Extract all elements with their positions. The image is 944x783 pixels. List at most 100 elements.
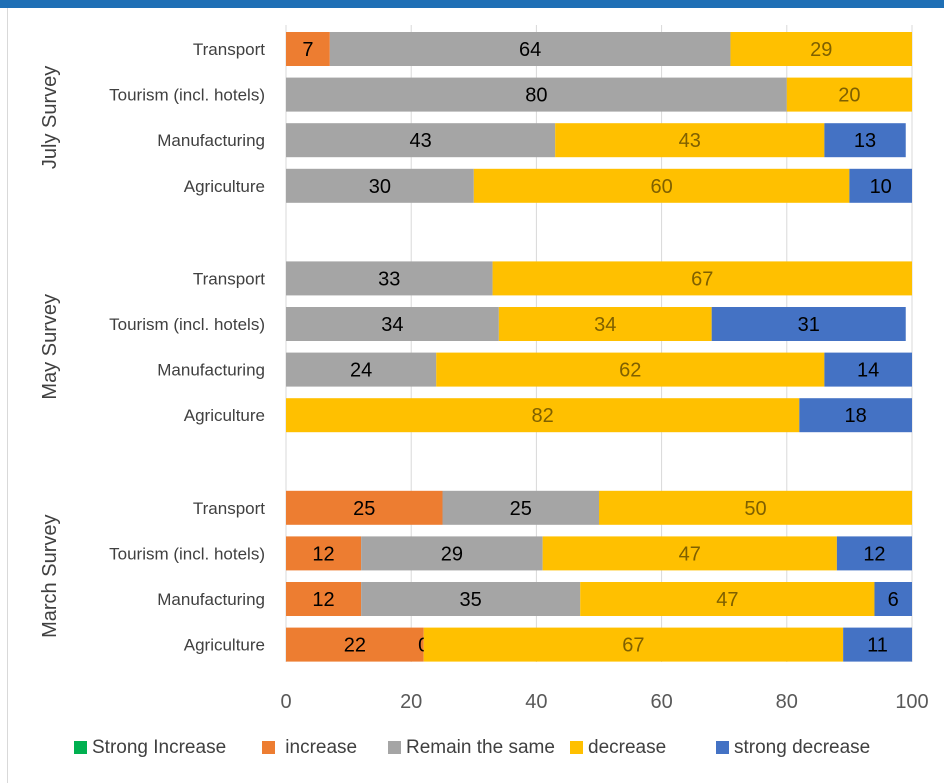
x-tick-label: 0 — [280, 691, 291, 713]
data-label: 35 — [460, 589, 482, 611]
bar-segment — [286, 398, 800, 433]
x-tick-label: 60 — [650, 691, 672, 713]
bar-segment — [786, 77, 912, 112]
bar-segment — [286, 77, 787, 112]
category-label: Transport — [193, 499, 265, 518]
data-label: 62 — [619, 360, 641, 382]
bar-segment — [361, 582, 581, 616]
bar-segment — [286, 307, 499, 341]
category-label: Agriculture — [184, 177, 265, 196]
data-label: 50 — [744, 498, 766, 520]
data-label: 64 — [519, 39, 541, 61]
legend-swatch — [716, 741, 729, 754]
data-label: 20 — [838, 85, 860, 107]
data-label: 33 — [378, 268, 400, 290]
data-label: 11 — [867, 635, 888, 657]
data-label: 34 — [381, 314, 403, 336]
bar-segment — [286, 536, 362, 571]
legend-swatch — [388, 741, 401, 754]
category-label: Tourism (incl. hotels) — [109, 544, 265, 563]
bar-segment — [442, 490, 599, 525]
data-label: 67 — [691, 268, 713, 290]
bar-segment — [836, 536, 912, 571]
data-label: 10 — [870, 176, 892, 198]
legend-label: increase — [280, 737, 357, 758]
category-label: Manufacturing — [157, 590, 265, 609]
data-label: 43 — [679, 130, 701, 152]
data-label: 60 — [650, 176, 672, 198]
bar-segment — [286, 261, 493, 296]
bar-segment — [711, 307, 906, 341]
legend-label: Strong Increase — [92, 737, 226, 758]
bar-segment — [730, 32, 912, 66]
bar-segment — [286, 627, 424, 662]
bar-segment — [843, 627, 912, 662]
data-label: 47 — [716, 589, 738, 611]
data-label: 29 — [441, 543, 463, 565]
data-label: 22 — [344, 635, 366, 657]
legend-label: strong decrease — [734, 737, 870, 758]
data-label: 43 — [409, 130, 431, 152]
bar-segment — [286, 32, 330, 66]
bar-segment — [286, 582, 362, 616]
bar-segment — [473, 168, 850, 203]
data-label: 7 — [302, 39, 313, 61]
data-label: 14 — [857, 360, 879, 382]
bar-segment — [423, 627, 844, 662]
data-label: 18 — [845, 405, 867, 427]
x-tick-label: 100 — [895, 691, 928, 713]
data-label: 34 — [594, 314, 616, 336]
data-label: 12 — [312, 543, 334, 565]
bar-segment — [498, 307, 712, 341]
bar-segment — [824, 123, 906, 158]
data-label: 13 — [854, 130, 876, 152]
bar-segment — [361, 536, 543, 571]
bar-segment — [492, 261, 912, 296]
group-label: July Survey — [39, 66, 61, 169]
bar-segment — [824, 352, 912, 387]
category-label: Manufacturing — [157, 361, 265, 380]
data-label: 47 — [679, 543, 701, 565]
category-label: Agriculture — [184, 406, 265, 425]
data-label: 29 — [810, 39, 832, 61]
data-label: 31 — [798, 314, 820, 336]
bar-segment — [580, 582, 875, 616]
data-label: 12 — [312, 589, 334, 611]
x-tick-label: 20 — [400, 691, 422, 713]
bar-segment — [286, 352, 437, 387]
data-label: 67 — [622, 635, 644, 657]
x-tick-label: 80 — [776, 691, 798, 713]
legend-swatch — [570, 741, 583, 754]
category-label: Tourism (incl. hotels) — [109, 315, 265, 334]
data-label: 80 — [525, 85, 547, 107]
bar-segment — [542, 536, 837, 571]
data-label: 6 — [888, 589, 899, 611]
bar-segment — [436, 352, 825, 387]
data-label: 30 — [369, 176, 391, 198]
data-label: 82 — [532, 405, 554, 427]
category-label: Tourism (incl. hotels) — [109, 86, 265, 105]
legend-label: Remain the same — [406, 737, 555, 758]
data-label: 25 — [510, 498, 532, 520]
bar-segment — [874, 582, 912, 616]
window-top-bar — [0, 0, 944, 8]
data-label: 25 — [353, 498, 375, 520]
x-tick-label: 40 — [525, 691, 547, 713]
bar-segment — [286, 123, 556, 158]
bar-segment — [286, 490, 443, 525]
bar-segment — [286, 168, 474, 203]
category-label: Transport — [193, 269, 265, 288]
category-label: Transport — [193, 40, 265, 59]
group-label: May Survey — [39, 294, 61, 400]
bar-segment — [329, 32, 731, 66]
category-label: Agriculture — [184, 636, 265, 655]
data-label: 24 — [350, 360, 372, 382]
group-label: March Survey — [39, 515, 61, 638]
bar-segment — [799, 398, 912, 433]
bar-segment — [849, 168, 912, 203]
legend-swatch — [74, 741, 87, 754]
bar-segment — [555, 123, 825, 158]
data-label: 12 — [863, 543, 885, 565]
bar-segment — [599, 490, 912, 525]
